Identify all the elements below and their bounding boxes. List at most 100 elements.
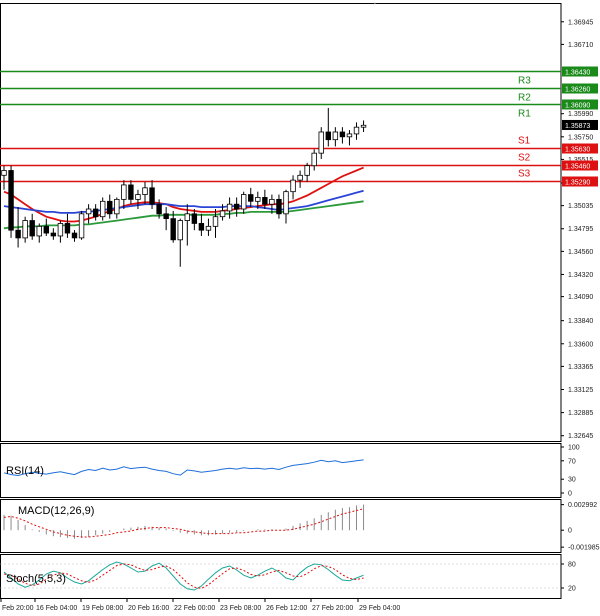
candle	[360, 120, 367, 132]
level-name-r2: R2	[518, 93, 531, 104]
candle	[15, 207, 21, 248]
rsi-tick-label: 0	[568, 491, 572, 498]
candle-body	[128, 184, 134, 200]
candle	[85, 204, 92, 224]
candle-body	[269, 198, 275, 205]
candle	[283, 189, 289, 224]
candle	[198, 213, 205, 236]
candle	[177, 218, 183, 267]
time-axis-label: 16 Feb 04:00	[36, 605, 77, 612]
candle	[50, 228, 57, 240]
level-price-tag-s3	[562, 176, 598, 187]
price-tick-label: 1.34560	[568, 249, 593, 256]
candle	[212, 209, 219, 238]
candle	[262, 189, 268, 210]
candle-body	[142, 187, 148, 195]
level-price-label: 1.36260	[565, 87, 590, 94]
macd-signal-line	[3, 508, 364, 538]
price-tick-label: 1.33125	[568, 387, 593, 394]
candle	[332, 127, 339, 147]
candle	[248, 187, 254, 208]
price-tick-label: 1.34090	[568, 294, 593, 301]
candle	[297, 170, 303, 188]
candle-body	[50, 232, 57, 237]
price-tick-label: 1.33365	[568, 364, 593, 371]
stoch-tick-label: 20	[568, 586, 576, 593]
candle-body	[15, 229, 21, 239]
candle	[22, 216, 28, 243]
stoch-signal-line	[3, 563, 364, 589]
candle-body	[1, 170, 7, 176]
candle-body	[22, 220, 28, 239]
level-name-r3: R3	[518, 76, 531, 87]
current-price-label: 1.35873	[565, 123, 590, 130]
candle	[71, 230, 78, 242]
candle-body	[304, 165, 310, 176]
candle	[318, 127, 324, 159]
candle	[78, 210, 85, 240]
candle-body	[276, 198, 282, 215]
panel-frame-macd	[0, 499, 562, 553]
macd-tick-label: 0	[568, 528, 572, 535]
candle-body	[184, 213, 190, 221]
candle	[36, 223, 42, 243]
candle-body	[100, 200, 106, 218]
candle-body	[163, 213, 169, 220]
candle-body	[233, 203, 240, 210]
rsi-line	[3, 459, 364, 477]
candle	[114, 197, 120, 219]
candle	[135, 189, 141, 210]
time-axis-label: 19 Feb 08:00	[82, 605, 123, 612]
candle-body	[311, 152, 317, 167]
panel-frame-main	[0, 3, 562, 442]
candle	[128, 180, 134, 205]
level-price-label: 1.35460	[565, 164, 590, 171]
candle	[43, 218, 49, 236]
candle	[290, 175, 296, 200]
candle	[121, 180, 127, 210]
moving-average-line	[3, 166, 364, 223]
candle-body	[290, 179, 296, 193]
price-tick-label: 1.35750	[568, 134, 593, 141]
price-tick-label: 1.35515	[568, 157, 593, 164]
candle	[57, 220, 64, 243]
time-axis-label: 29 Feb 04:00	[359, 605, 400, 612]
candle-body	[121, 184, 127, 200]
level-price-label: 1.35630	[565, 147, 590, 154]
candle-body	[85, 208, 92, 215]
candle	[92, 204, 99, 221]
candle-body	[346, 133, 353, 138]
candle	[353, 122, 360, 140]
rsi-title: RSI(14)	[6, 465, 44, 477]
candle-body	[318, 131, 324, 154]
candle-body	[36, 225, 42, 237]
current-price-tag	[562, 119, 598, 130]
candle-body	[114, 198, 120, 215]
level-price-tag-r1	[562, 99, 598, 110]
panel-frame-stoch	[0, 554, 562, 599]
rsi-tick-label: 100	[568, 445, 580, 452]
time-axis-label: Feb 20:00	[2, 605, 34, 612]
candle-body	[248, 194, 254, 202]
candle-body	[198, 223, 205, 231]
candle	[1, 165, 7, 190]
level-price-tag-s2	[562, 160, 598, 171]
candle	[339, 127, 346, 144]
candle-body	[8, 170, 14, 231]
price-tick-label: 1.35035	[568, 203, 593, 210]
candle-body	[240, 194, 247, 210]
candle	[142, 182, 148, 205]
candle-body	[71, 232, 78, 239]
candle	[219, 204, 226, 221]
candle-body	[149, 187, 155, 205]
candle-body	[205, 225, 212, 231]
time-axis-label: 23 Feb 08:00	[220, 605, 261, 612]
panel-frame-rsi	[0, 443, 562, 498]
candle	[107, 194, 113, 219]
candle-body	[29, 220, 35, 237]
time-axis-label: 20 Feb 16:00	[128, 605, 169, 612]
candle-body	[64, 223, 71, 234]
macd-tick-label: -0.001985	[568, 545, 600, 552]
